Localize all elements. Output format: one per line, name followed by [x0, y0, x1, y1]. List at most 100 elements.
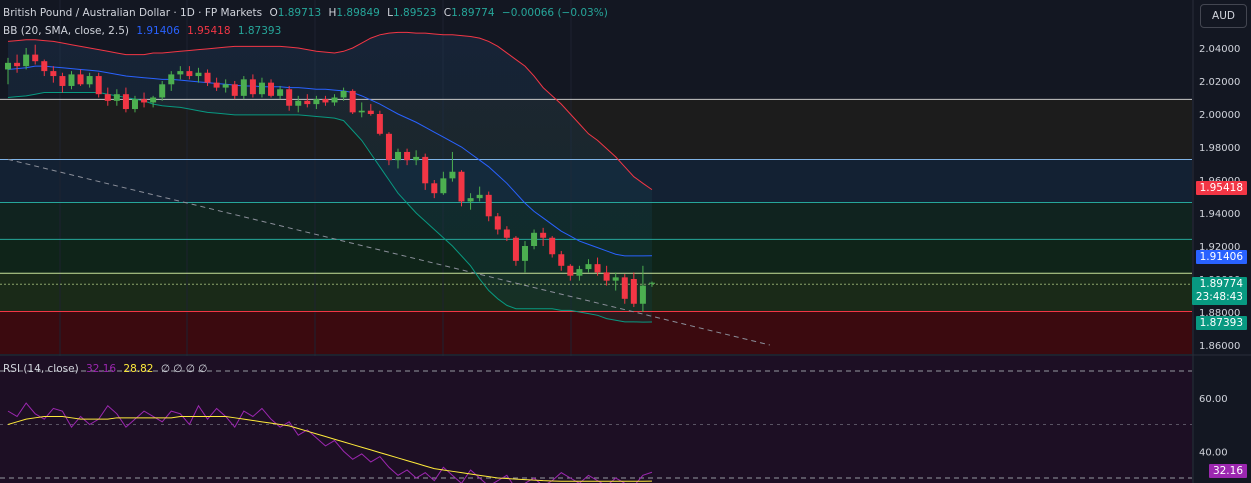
candle-33 — [304, 94, 311, 108]
open-value: 1.89713 — [277, 7, 322, 19]
candle-body-62 — [567, 265, 574, 276]
candle-body-70 — [639, 285, 646, 304]
candle-body-36 — [331, 97, 338, 103]
candle-body-61 — [558, 254, 565, 266]
candle-8 — [77, 69, 84, 86]
rsi-pane: 60.00 40.00 — [0, 354, 1251, 483]
price-tick-6: 1.92000 — [1199, 242, 1240, 253]
candle-body-53 — [485, 194, 492, 217]
candle-11 — [104, 87, 111, 106]
candle-42 — [385, 132, 392, 166]
candle-64 — [585, 259, 592, 273]
symbol-legend: British Pound / Australian Dollar · 1D ·… — [3, 7, 616, 19]
candle-4 — [41, 59, 48, 77]
bb-lower-value: 1.87393 — [237, 25, 282, 37]
candle-41 — [376, 110, 383, 136]
candle-57 — [521, 241, 528, 273]
candle-52 — [476, 186, 483, 202]
candle-49 — [449, 151, 456, 182]
candle-63 — [576, 265, 583, 281]
candle-14 — [131, 95, 138, 113]
price-tick-1: 2.02000 — [1199, 77, 1240, 88]
candle-17 — [159, 81, 166, 101]
candle-body-3 — [32, 54, 39, 62]
price-tick-5: 1.94000 — [1199, 209, 1240, 220]
candle-body-1 — [14, 62, 21, 67]
candle-1 — [14, 54, 21, 73]
rsi-tick-0: 60.00 — [1199, 394, 1228, 405]
rsi-tick-1: 40.00 — [1199, 447, 1228, 458]
candle-20 — [186, 66, 193, 80]
candle-body-48 — [440, 178, 447, 194]
candle-body-63 — [576, 269, 583, 276]
candle-body-20 — [186, 71, 193, 77]
candle-body-39 — [358, 110, 365, 113]
candle-body-56 — [512, 237, 519, 261]
candle-51 — [467, 193, 474, 210]
candle-67 — [612, 272, 619, 291]
candle-13 — [122, 87, 129, 113]
candle-body-6 — [59, 76, 66, 86]
candle-22 — [204, 69, 211, 86]
candle-18 — [168, 71, 175, 91]
candle-19 — [177, 66, 184, 80]
candle-body-29 — [268, 82, 275, 96]
currency-button[interactable]: AUD — [1200, 4, 1247, 28]
candle-61 — [558, 250, 565, 271]
low-label: L — [387, 7, 394, 19]
candle-body-13 — [122, 94, 129, 110]
candle-68 — [621, 274, 628, 304]
candle-body-44 — [404, 151, 411, 161]
candle-body-35 — [322, 99, 329, 103]
candle-body-45 — [413, 156, 420, 161]
last-price-tag: 1.89774 23:48:43 — [1191, 277, 1247, 305]
bar-countdown: 23:48:43 — [1195, 291, 1243, 303]
candle-body-47 — [431, 183, 438, 194]
candle-7 — [68, 71, 75, 90]
candle-body-42 — [385, 133, 392, 161]
candle-48 — [440, 171, 447, 195]
candle-21 — [195, 67, 202, 83]
candle-body-71 — [648, 282, 655, 284]
candle-body-28 — [258, 82, 265, 95]
candle-body-69 — [630, 279, 637, 304]
price-tick-2: 2.00000 — [1199, 110, 1240, 121]
candle-62 — [567, 264, 574, 281]
candle-body-46 — [422, 156, 429, 184]
candle-body-43 — [395, 151, 402, 161]
candle-body-24 — [222, 84, 229, 88]
candle-45 — [413, 150, 420, 166]
ohlc-values: O1.89713 H1.89849 L1.89523 C1.89774 −0.0… — [269, 7, 611, 19]
candle-body-19 — [177, 71, 184, 75]
candle-36 — [331, 94, 338, 106]
candle-15 — [141, 92, 148, 108]
bb-legend[interactable]: BB (20, SMA, close, 2.5) 1.91406 1.95418… — [3, 25, 285, 37]
candle-body-67 — [612, 277, 619, 281]
candle-body-40 — [367, 110, 374, 114]
symbol-title[interactable]: British Pound / Australian Dollar · 1D ·… — [3, 7, 263, 19]
candle-body-38 — [349, 90, 356, 113]
candle-37 — [340, 87, 347, 101]
candle-body-27 — [249, 79, 256, 95]
candle-body-9 — [86, 76, 93, 85]
low-value: 1.89523 — [393, 7, 437, 19]
candle-24 — [222, 79, 229, 93]
candle-body-17 — [159, 84, 166, 98]
candle-body-16 — [150, 97, 157, 103]
bb-label: BB (20, SMA, close, 2.5) — [3, 25, 129, 37]
price-tick-9: 1.86000 — [1199, 341, 1240, 352]
candle-body-32 — [295, 100, 302, 106]
candle-10 — [95, 72, 102, 98]
candle-71 — [648, 281, 655, 287]
candle-body-8 — [77, 74, 84, 85]
bb-basis-price-tag: 1.91406 — [1195, 250, 1247, 264]
candle-46 — [422, 153, 429, 190]
candle-12 — [113, 89, 120, 106]
rsi-ma-value: 28.82 — [123, 363, 154, 375]
rsi-legend[interactable]: RSI (14, close) 32.16 28.82 ∅ ∅ ∅ ∅ — [3, 363, 211, 375]
candle-body-57 — [521, 246, 528, 261]
candle-35 — [322, 95, 329, 106]
candle-body-51 — [467, 198, 474, 202]
price-axis[interactable]: 2.040002.020002.000001.980001.960001.940… — [1192, 0, 1251, 483]
